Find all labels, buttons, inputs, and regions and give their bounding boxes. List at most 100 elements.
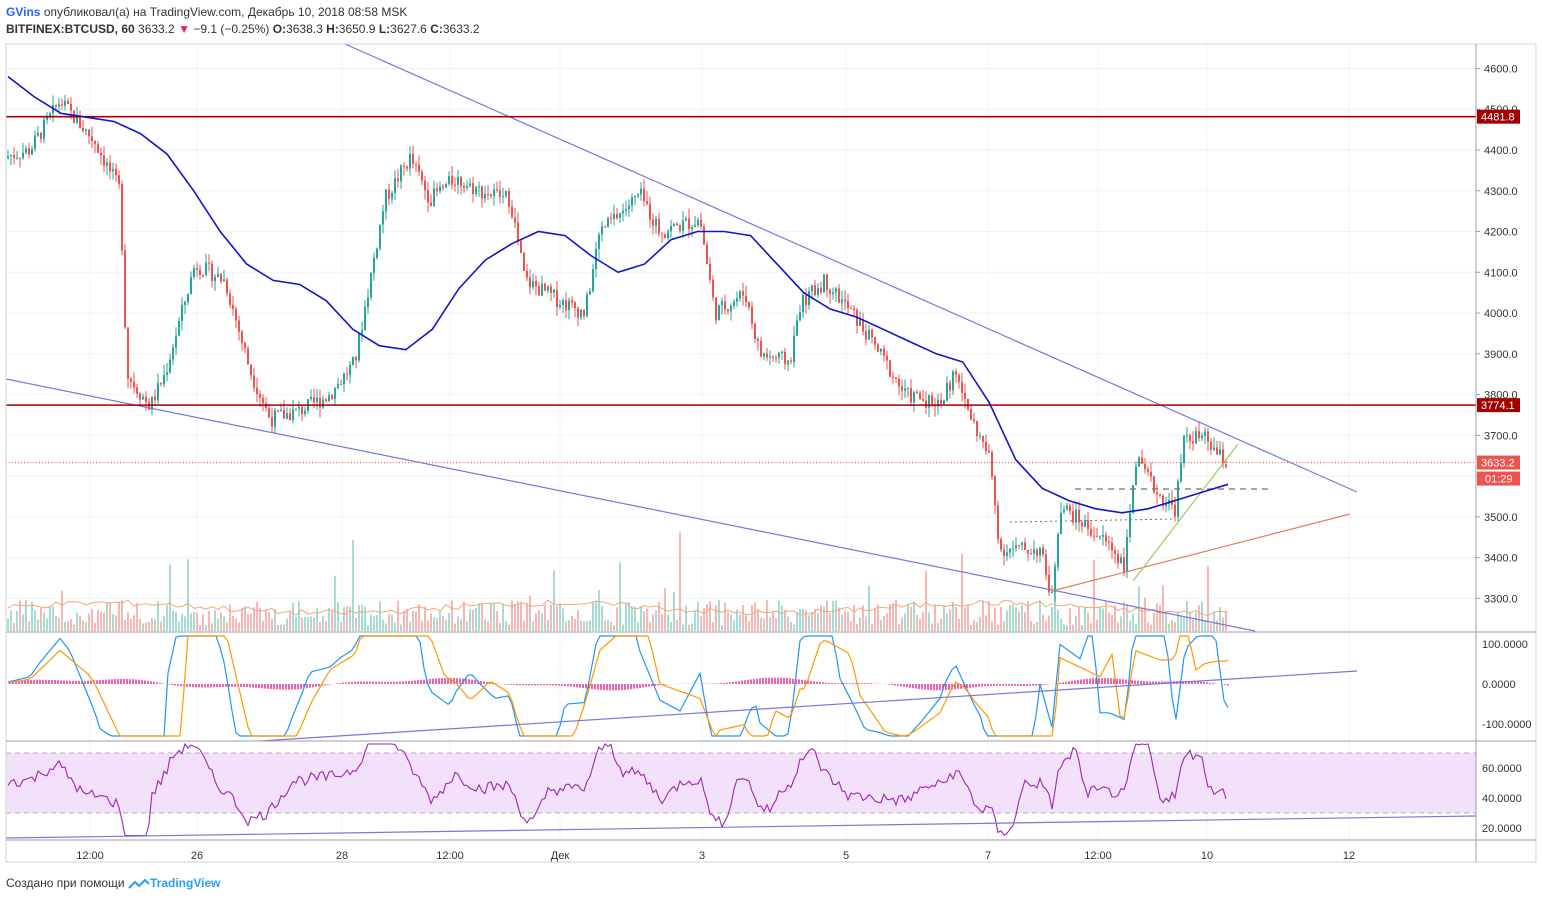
volume-bar: [373, 616, 375, 631]
candle-body: [7, 156, 9, 159]
candle-body: [121, 184, 123, 251]
volume-bar: [1048, 615, 1050, 631]
volume-bar: [934, 604, 936, 631]
volume-bar: [958, 618, 960, 631]
x-tick-label: 12: [1343, 850, 1355, 862]
candle-body: [22, 152, 24, 158]
volume-bar: [187, 559, 189, 631]
candle-body: [724, 301, 726, 310]
candle-body: [727, 309, 729, 312]
volume-bar: [163, 616, 165, 631]
candle-body: [103, 155, 105, 166]
volume-bar: [508, 624, 510, 631]
volume-bar: [853, 605, 855, 631]
candle-body: [865, 331, 867, 340]
volume-bar: [634, 606, 636, 631]
volume-bar: [1018, 611, 1020, 631]
volume-bar: [718, 600, 720, 631]
candle-body: [955, 371, 957, 375]
candle-body: [784, 351, 786, 365]
volume-bar: [307, 617, 309, 631]
candle-body: [481, 186, 483, 199]
candle-body: [748, 302, 750, 308]
candle-body: [778, 352, 780, 358]
candle-body: [478, 186, 480, 188]
candle-body: [985, 441, 987, 451]
candle-body: [58, 104, 60, 107]
volume-bar: [73, 624, 75, 631]
volume-bar: [400, 624, 402, 631]
candle-body: [1012, 548, 1014, 550]
volume-bar: [712, 622, 714, 631]
candle-body: [862, 319, 864, 332]
volume-bar: [403, 610, 405, 631]
candle-body: [463, 185, 465, 188]
macd-pane: [7, 635, 1358, 742]
candle-body: [220, 273, 222, 282]
volume-bar: [541, 613, 543, 631]
volume-bar: [952, 601, 954, 631]
candle-body: [763, 353, 765, 357]
candle-body: [700, 219, 702, 227]
volume-bar: [79, 616, 81, 631]
volume-bar: [514, 603, 516, 631]
volume-bar: [646, 608, 648, 631]
volume-bar: [727, 612, 729, 631]
volume-bar: [250, 613, 252, 631]
author-name[interactable]: GVins: [6, 5, 41, 19]
volume-bar: [895, 600, 897, 631]
volume-bar: [40, 607, 42, 631]
candle-body: [1138, 457, 1140, 467]
volume-bar: [142, 623, 144, 631]
volume-bar: [1072, 624, 1074, 631]
candle-body: [1210, 441, 1212, 450]
volume-bar: [769, 617, 771, 631]
volume-bar: [382, 619, 384, 631]
candle-body: [1084, 520, 1086, 527]
candle-body: [841, 299, 843, 303]
candle-body: [109, 162, 111, 172]
candle-body: [64, 100, 66, 106]
volume-bar: [556, 606, 558, 631]
volume-bar: [1225, 610, 1227, 631]
volume-bar: [496, 611, 498, 631]
candle-body: [256, 387, 258, 395]
candle-body: [277, 410, 279, 412]
macd-line: [7, 635, 1229, 737]
candle-body: [877, 344, 879, 352]
volume-bar: [658, 602, 660, 631]
candle-body: [346, 373, 348, 375]
volume-bar: [1219, 607, 1221, 631]
volume-bar: [913, 601, 915, 631]
volume-bar: [1141, 608, 1143, 631]
volume-bar: [247, 613, 249, 631]
candle-body: [640, 188, 642, 195]
candle-body: [292, 409, 294, 421]
volume-bar: [292, 602, 294, 631]
candle-body: [847, 301, 849, 309]
candle-body: [952, 371, 954, 391]
tradingview-brand[interactable]: TradingView: [149, 876, 221, 890]
candle-body: [358, 333, 360, 361]
candle-body: [349, 364, 351, 375]
candle-body: [142, 396, 144, 400]
volume-bar: [334, 575, 336, 631]
volume-bar: [697, 601, 699, 631]
candle-body: [418, 164, 420, 172]
candle-body: [688, 218, 690, 230]
candle-body: [1096, 535, 1098, 537]
candle-body: [445, 183, 447, 188]
volume-bar: [1174, 622, 1176, 631]
candle-body: [223, 279, 225, 282]
volume-bar: [10, 610, 12, 631]
candle-body: [505, 191, 507, 196]
candle-body: [379, 224, 381, 249]
volume-bar: [706, 604, 708, 631]
candle-body: [712, 279, 714, 298]
candle-body: [586, 294, 588, 317]
volume-bar: [7, 618, 9, 631]
close-value: 3633.2: [442, 22, 480, 36]
candle-body: [157, 383, 159, 401]
candle-body: [742, 291, 744, 296]
